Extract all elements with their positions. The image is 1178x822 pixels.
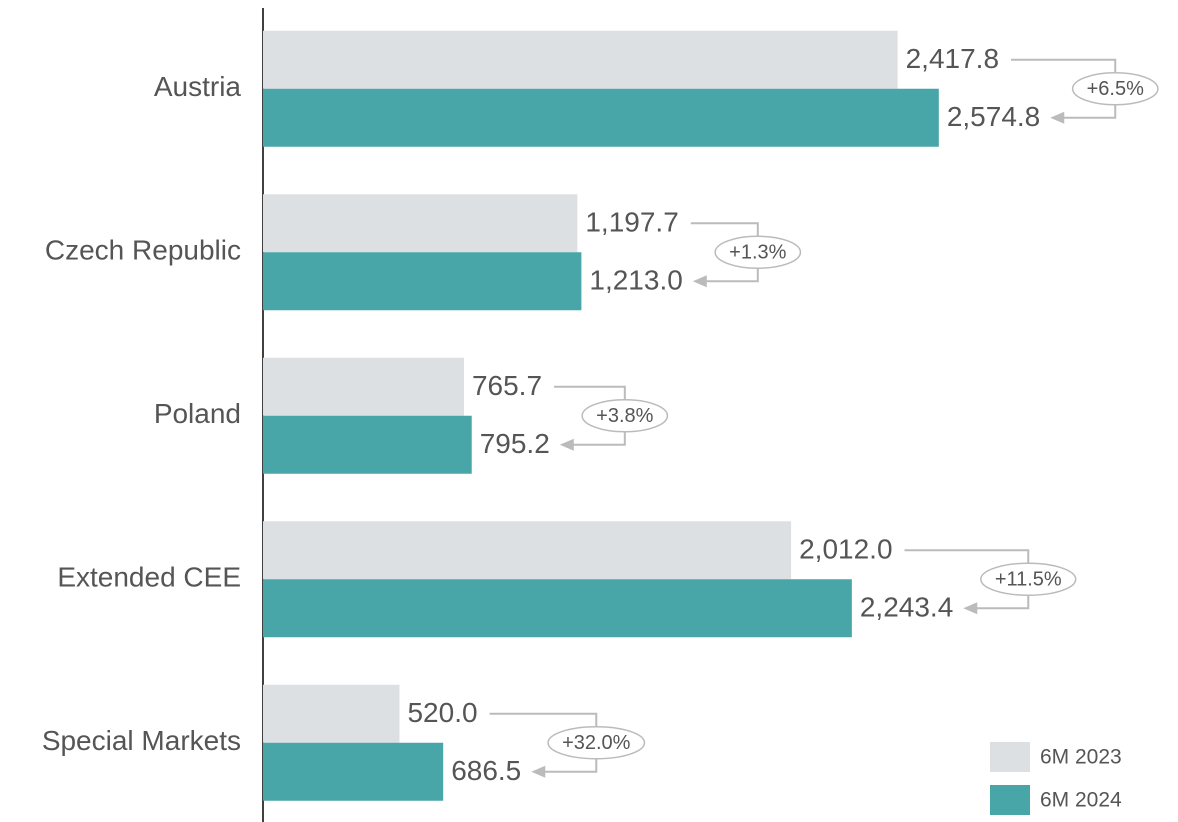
value-label: 520.0 (407, 697, 477, 728)
value-label: 2,243.4 (860, 592, 953, 623)
arrow-head (692, 275, 707, 288)
value-label: 795.2 (480, 428, 550, 459)
value-label: 2,417.8 (906, 43, 999, 74)
change-badge (581, 399, 669, 433)
change-label: +3.8% (596, 405, 653, 427)
value-label: 686.5 (451, 755, 521, 786)
value-label: 2,574.8 (947, 101, 1040, 132)
category-label: Special Markets (42, 725, 241, 756)
category-label: Austria (154, 71, 242, 102)
category-label: Extended CEE (57, 562, 241, 593)
bar (263, 252, 582, 311)
bar (263, 742, 444, 801)
change-label: +11.5% (995, 569, 1062, 591)
value-label: 1,197.7 (585, 207, 678, 238)
bar (263, 357, 464, 416)
value-label: 2,012.0 (799, 534, 892, 565)
legend-label: 6M 2023 (1040, 746, 1122, 769)
legend-swatch (990, 785, 1030, 815)
value-label: 765.7 (472, 370, 542, 401)
arrow-head (963, 602, 978, 615)
change-badge (1071, 72, 1159, 106)
legend-swatch (990, 742, 1030, 772)
change-badge (980, 562, 1077, 596)
change-label: +32.0% (562, 732, 631, 754)
change-label: +6.5% (1087, 78, 1144, 100)
arrow-head (559, 438, 574, 451)
arrow-head (531, 765, 546, 778)
change-badge (547, 726, 646, 760)
value-label: 1,213.0 (589, 265, 682, 296)
category-label: Poland (154, 398, 241, 429)
bar (263, 88, 939, 147)
bar (263, 579, 852, 638)
change-badge (714, 235, 802, 269)
category-label: Czech Republic (45, 235, 241, 266)
bar (263, 415, 472, 474)
arrow-head (1050, 111, 1065, 124)
bar (263, 30, 898, 89)
change-label: +1.3% (729, 242, 786, 264)
bar (263, 521, 792, 580)
bar (263, 684, 400, 743)
legend-label: 6M 2024 (1040, 789, 1122, 812)
bar (263, 194, 578, 253)
